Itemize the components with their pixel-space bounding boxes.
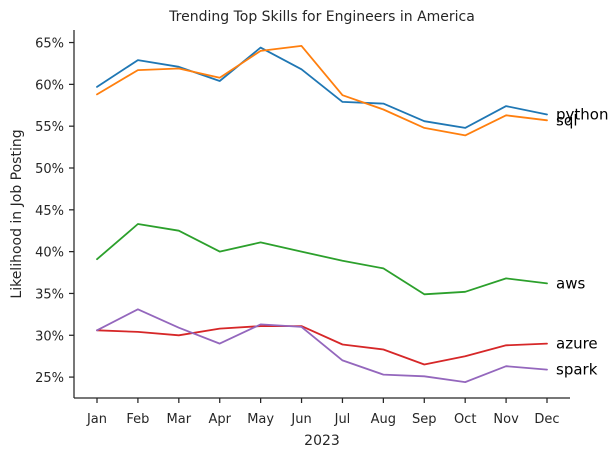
x-tick-label: May	[247, 412, 274, 427]
x-tick-label: Mar	[167, 412, 192, 427]
y-tick-label: 55%	[35, 120, 64, 135]
series-label-sql: sql	[556, 111, 578, 129]
y-tick-label: 50%	[35, 162, 64, 177]
y-tick-label: 35%	[35, 287, 64, 302]
x-tick-label: Oct	[454, 412, 476, 427]
y-tick-label: 45%	[35, 204, 64, 219]
y-axis-title: Likelihood in Job Posting	[9, 129, 25, 298]
series-label-aws: aws	[556, 274, 585, 292]
y-tick-label: 65%	[35, 37, 64, 52]
x-axis-ticks: Jan Feb Mar Apr May Jun Jul Aug Sep Oct Nov Dec	[86, 398, 560, 427]
x-tick-label: Dec	[534, 412, 559, 427]
x-axis-title: 2023	[304, 433, 340, 449]
x-tick-label: Sep	[412, 412, 437, 427]
series-label-spark: spark	[556, 361, 598, 379]
x-tick-label: Jun	[290, 412, 311, 427]
series-line-azure	[96, 325, 548, 366]
series-line-sql	[96, 45, 548, 137]
y-axis-ticks: 25% 30% 35% 40% 45% 50% 55% 60% 65%	[35, 37, 74, 386]
x-tick-label: Apr	[208, 412, 231, 427]
y-tick-label: 60%	[35, 78, 64, 93]
series-label-azure: azure	[556, 335, 598, 353]
x-tick-label: Jul	[334, 412, 351, 427]
series-label-python: python	[556, 105, 608, 123]
y-tick-label: 30%	[35, 329, 64, 344]
series-line-python	[96, 46, 548, 129]
x-tick-label: Feb	[126, 412, 149, 427]
series-line-spark	[96, 308, 548, 384]
series-line-aws	[96, 223, 548, 296]
x-tick-label: Jan	[86, 412, 107, 427]
y-tick-label: 25%	[35, 371, 64, 386]
x-tick-label: Nov	[493, 412, 519, 427]
plot-area	[96, 45, 548, 384]
y-tick-label: 40%	[35, 246, 64, 261]
x-tick-label: Aug	[371, 412, 396, 427]
chart-title: Trending Top Skills for Engineers in Ame…	[168, 9, 475, 25]
